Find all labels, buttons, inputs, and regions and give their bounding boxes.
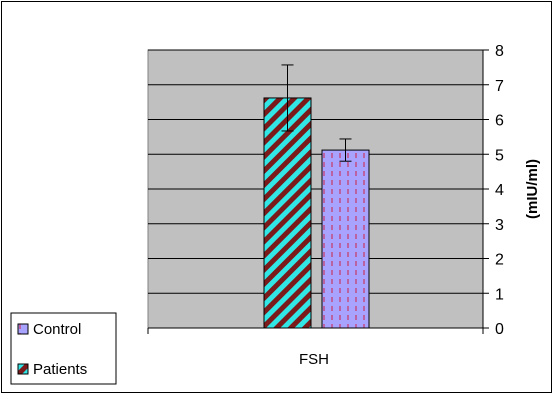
error-bar	[281, 64, 294, 132]
error-bar	[339, 138, 352, 162]
legend-label-control: Control	[33, 321, 81, 338]
y-axis: 0 1 2 3 4 5 6 7 8	[482, 43, 504, 338]
legend: Control Patients	[10, 312, 117, 385]
legend-swatch-patients	[17, 363, 29, 375]
y-tick-label: 3	[495, 217, 504, 234]
y-tick-label: 7	[495, 78, 504, 95]
y-tick-label: 8	[495, 43, 504, 60]
bars	[263, 64, 370, 329]
bar-control	[321, 149, 370, 329]
y-tick-label: 0	[495, 321, 504, 338]
legend-label-patients: Patients	[33, 361, 87, 378]
x-tick-label: FSH	[299, 351, 329, 368]
gridlines	[148, 49, 483, 294]
legend-swatch-control	[17, 323, 29, 335]
legend-item-patients: Patients	[17, 361, 87, 378]
y-tick-label: 4	[495, 182, 504, 199]
legend-item-control: Control	[17, 321, 81, 338]
y-tick-label: 6	[495, 113, 504, 130]
x-axis	[147, 327, 484, 334]
y-tick-label: 1	[495, 286, 504, 303]
bar-patients	[263, 97, 312, 329]
y-axis-label: (mIU/ml)	[524, 159, 541, 219]
y-tick-label: 5	[495, 147, 504, 164]
y-tick-label: 2	[495, 252, 504, 269]
